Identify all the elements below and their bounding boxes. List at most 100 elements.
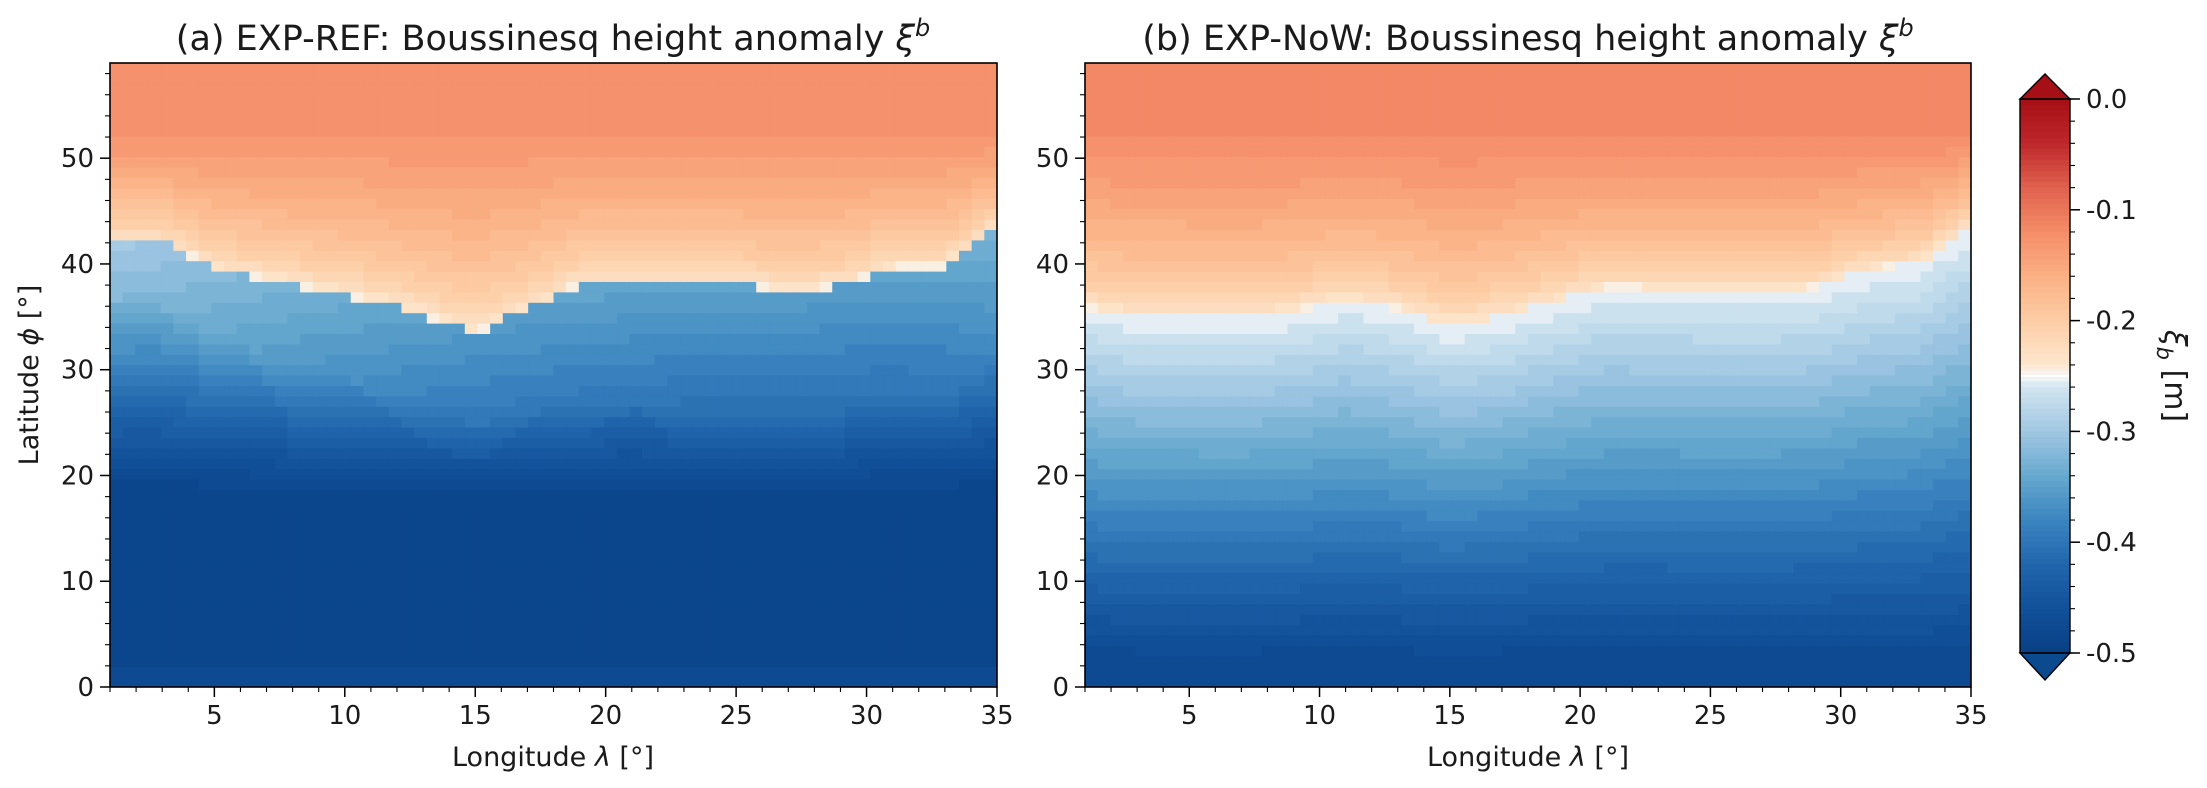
heatmap-cell: [1160, 645, 1175, 657]
heatmap-cell: [312, 343, 327, 355]
heatmap-cell: [895, 375, 909, 386]
heatmap-cell: [768, 104, 783, 116]
heatmap-cell: [920, 468, 935, 480]
heatmap-cell: [984, 146, 997, 158]
heatmap-cell: [692, 645, 707, 657]
heatmap-cell: [832, 531, 846, 542]
heatmap-cell: [249, 551, 263, 563]
heatmap-cell: [148, 146, 162, 158]
heatmap-cell: [173, 375, 187, 386]
heatmap-cell: [300, 73, 314, 85]
heatmap-cell: [629, 437, 643, 449]
heatmap-cell: [591, 281, 605, 293]
heatmap-cell: [794, 437, 808, 449]
heatmap-cell: [692, 520, 707, 532]
heatmap-cell: [654, 198, 669, 210]
heatmap-cell: [616, 666, 631, 678]
heatmap-cell: [325, 551, 339, 563]
heatmap-cell: [540, 437, 555, 449]
heatmap-cell: [844, 583, 859, 594]
heatmap-cell: [198, 499, 212, 511]
heatmap-cell: [464, 302, 479, 314]
heatmap-cell: [224, 666, 238, 678]
heatmap-cell: [908, 645, 922, 657]
heatmap-cell: [553, 63, 567, 74]
heatmap-cell: [414, 572, 428, 584]
heatmap-cell: [794, 416, 808, 428]
heatmap-cell: [578, 666, 593, 678]
heatmap-cell: [224, 541, 238, 553]
heatmap-cell: [1173, 520, 1187, 532]
heatmap-cell: [135, 83, 149, 95]
heatmap-cell: [148, 562, 162, 574]
heatmap-cell: [971, 614, 985, 626]
heatmap-cell: [300, 635, 314, 646]
heatmap-cell: [363, 156, 377, 168]
heatmap-cell: [1211, 614, 1225, 626]
heatmap-cell: [439, 645, 453, 657]
heatmap-cell: [376, 177, 390, 189]
heatmap-cell: [249, 104, 263, 116]
heatmap-cell: [540, 198, 555, 210]
heatmap-cell: [363, 499, 377, 511]
heatmap-cell: [1173, 167, 1187, 178]
heatmap-cell: [211, 104, 225, 116]
heatmap-cell: [1198, 250, 1213, 262]
heatmap-cell: [528, 603, 542, 615]
heatmap-cell: [781, 406, 795, 418]
heatmap-cell: [300, 115, 314, 126]
heatmap-cell: [401, 666, 415, 678]
heatmap-cell: [198, 94, 212, 106]
heatmap-cell: [249, 271, 263, 282]
heatmap-cell: [122, 94, 136, 106]
heatmap-cell: [870, 208, 884, 220]
heatmap-cell: [895, 281, 909, 293]
heatmap-cell: [806, 229, 821, 241]
heatmap-cell: [819, 208, 833, 220]
heatmap-cell: [1122, 146, 1137, 158]
heatmap-cell: [958, 593, 973, 605]
heatmap-cell: [591, 437, 605, 449]
heatmap-cell: [1173, 416, 1187, 428]
heatmap-cell: [274, 291, 288, 303]
heatmap-cell: [198, 572, 212, 584]
heatmap-cell: [515, 489, 529, 501]
heatmap-cell: [502, 635, 517, 646]
heatmap-cell: [870, 645, 884, 657]
heatmap-cell: [236, 167, 250, 178]
heatmap-cell: [680, 302, 694, 314]
heatmap-cell: [376, 468, 390, 480]
heatmap-cell: [135, 354, 149, 366]
heatmap-cell: [312, 499, 327, 511]
heatmap-cell: [312, 187, 327, 199]
heatmap-cell: [844, 375, 859, 386]
heatmap-cell: [414, 291, 428, 303]
heatmap-cell: [198, 427, 212, 438]
heatmap-cell: [844, 354, 859, 366]
heatmap-cell: [452, 551, 466, 563]
heatmap-cell: [173, 73, 187, 85]
heatmap-cell: [591, 198, 605, 210]
heatmap-cell: [540, 406, 555, 418]
heatmap-cell: [515, 624, 529, 636]
heatmap-cell: [1122, 94, 1137, 106]
heatmap-cell: [528, 666, 542, 678]
heatmap-cell: [540, 395, 555, 407]
heatmap-cell: [1110, 499, 1124, 511]
heatmap-cell: [1110, 167, 1124, 178]
heatmap-cell: [743, 520, 757, 532]
heatmap-cell: [642, 614, 656, 626]
heatmap-cell: [718, 375, 732, 386]
heatmap-cell: [376, 655, 390, 667]
heatmap-cell: [1148, 614, 1162, 626]
heatmap-cell: [401, 198, 415, 210]
heatmap-cell: [262, 229, 276, 241]
heatmap-cell: [553, 458, 567, 470]
heatmap-cell: [515, 333, 529, 345]
heatmap-cell: [756, 333, 770, 345]
heatmap-cell: [236, 73, 250, 85]
heatmap-cell: [553, 281, 567, 293]
heatmap-cell: [857, 333, 871, 345]
heatmap-cell: [338, 479, 352, 490]
heatmap-cell: [844, 302, 859, 314]
